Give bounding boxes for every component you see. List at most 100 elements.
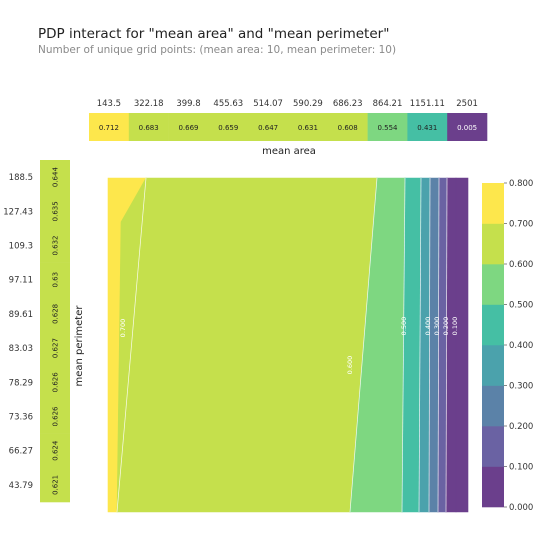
top-marginal-cell <box>208 113 249 141</box>
contour-band <box>445 177 457 513</box>
top-grid-label: 2501 <box>456 99 478 109</box>
contour-label: 0.100 <box>451 317 459 336</box>
left-marginal-cell <box>40 160 70 195</box>
colorbar-segment <box>482 385 504 427</box>
contour-label: 0.400 <box>424 317 432 336</box>
top-marginal-cell <box>407 113 448 141</box>
colorbar-segment <box>482 426 504 467</box>
left-value-label: 0.626 <box>52 406 60 427</box>
top-grid-label: 399.8 <box>176 99 200 109</box>
colorbar-segment <box>482 223 504 265</box>
contour-label: 0.300 <box>433 317 441 336</box>
left-marginal-cell <box>40 228 70 263</box>
top-marginal-cell <box>248 113 289 141</box>
top-marginal-cell <box>168 113 209 141</box>
left-marginal-cell <box>40 296 70 332</box>
contour-plot-area: 0.700 0.600 0.500 0.400 0.300 0.200 0.100 <box>107 177 469 513</box>
colorbar-segment <box>482 264 504 305</box>
left-marginal-cell <box>40 399 70 434</box>
colorbar-tick-label: 0.100 <box>509 463 533 473</box>
top-marginal-cell <box>447 113 488 141</box>
y-axis-label: mean perimeter <box>74 305 85 387</box>
top-value-label: 0.005 <box>457 124 477 132</box>
top-value-label: 0.554 <box>377 124 398 132</box>
colorbar-segment <box>482 304 504 346</box>
left-marginal-cell <box>40 194 70 229</box>
chart-title: PDP interact for "mean area" and "mean p… <box>38 26 390 42</box>
left-marginal-cell <box>40 467 70 503</box>
left-value-label: 0.621 <box>52 475 60 495</box>
left-grid-label: 188.5 <box>9 173 33 183</box>
top-value-label: 0.647 <box>258 124 278 132</box>
top-value-label: 0.631 <box>298 124 318 132</box>
top-marginal-cell <box>367 113 408 141</box>
top-grid-label: 590.29 <box>293 99 323 109</box>
left-grid-label: 66.27 <box>9 447 33 457</box>
left-value-label: 0.626 <box>52 372 60 393</box>
top-grid-label: 864.21 <box>373 99 403 109</box>
contour-band <box>455 177 469 513</box>
contour-line <box>401 177 406 513</box>
colorbar-tick-label: 0.400 <box>509 341 533 351</box>
top-value-label: 0.712 <box>99 124 119 132</box>
left-grid-label: 127.43 <box>3 207 33 217</box>
contour-line <box>428 177 431 513</box>
top-marginal-cell <box>89 113 130 141</box>
contour-label: 0.500 <box>400 317 408 336</box>
top-grid-label: 1151.11 <box>410 99 445 109</box>
colorbar-segment <box>482 466 504 508</box>
contour-label: 0.700 <box>119 319 127 338</box>
left-grid-label: 97.11 <box>9 276 33 286</box>
top-grid-label: 322.18 <box>134 99 164 109</box>
chart-subtitle: Number of unique grid points: (mean area… <box>38 44 397 56</box>
colorbar-tick-label: 0.800 <box>509 179 533 189</box>
left-marginal-cell <box>40 331 70 366</box>
contour-label: 0.600 <box>346 356 354 375</box>
top-marginal-cell <box>288 113 329 141</box>
left-grid-label: 78.29 <box>9 378 33 388</box>
colorbar-segment <box>482 345 504 386</box>
left-value-label: 0.624 <box>52 440 60 461</box>
top-value-label: 0.431 <box>417 124 437 132</box>
colorbar-tick-label: 0.200 <box>509 422 533 432</box>
left-marginal-cell <box>40 365 70 400</box>
top-value-label: 0.659 <box>218 124 238 132</box>
colorbar-tick-label: 0.300 <box>509 382 533 392</box>
top-grid-label: 455.63 <box>213 99 243 109</box>
top-marginal-cell <box>327 113 368 141</box>
left-value-label: 0.628 <box>52 304 60 324</box>
left-value-label: 0.644 <box>52 167 60 188</box>
top-value-label: 0.683 <box>139 124 159 132</box>
left-value-label: 0.635 <box>52 201 60 221</box>
contour-band <box>116 177 378 513</box>
colorbar-tick-label: 0.700 <box>509 220 533 230</box>
colorbar-tick-label: 0.000 <box>509 503 533 513</box>
top-grid-label: 514.07 <box>253 99 283 109</box>
left-value-label: 0.632 <box>52 235 60 255</box>
contour-line <box>349 177 378 513</box>
contour-line <box>418 177 422 513</box>
left-marginal-cell <box>40 433 70 469</box>
contour-band <box>437 177 448 513</box>
contour-line <box>116 177 147 513</box>
left-grid-label: 109.3 <box>9 242 33 252</box>
colorbar-tick-label: 0.600 <box>509 260 533 270</box>
colorbar-segment <box>482 183 504 224</box>
left-grid-label: 89.61 <box>9 310 33 320</box>
top-grid-label: 686.23 <box>333 99 363 109</box>
colorbar-tick-label: 0.500 <box>509 301 533 311</box>
left-grid-label: 73.36 <box>9 413 33 423</box>
top-value-label: 0.608 <box>338 124 358 132</box>
left-marginal-cell <box>40 262 70 298</box>
contour-band <box>428 177 440 513</box>
left-value-label: 0.63 <box>52 272 60 288</box>
contour-line <box>445 177 448 513</box>
top-grid-label: 143.5 <box>97 99 121 109</box>
x-axis-label: mean area <box>262 146 316 157</box>
left-grid-label: 83.03 <box>9 344 33 354</box>
contour-label: 0.200 <box>442 317 450 336</box>
top-marginal-cell <box>128 113 169 141</box>
left-grid-label: 43.79 <box>9 481 33 491</box>
left-value-label: 0.627 <box>52 338 60 358</box>
